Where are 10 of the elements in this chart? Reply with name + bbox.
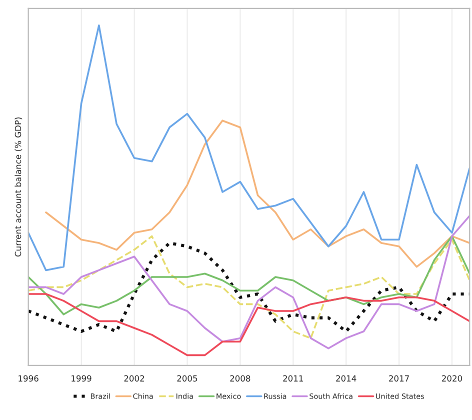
- y-axis-title: Current account balance (% GDP): [14, 118, 22, 257]
- x-tick-label: 1999: [72, 375, 92, 382]
- x-tick-label: 2017: [389, 375, 409, 382]
- x-tick-label: 2020: [442, 375, 462, 382]
- x-tick-label: 2002: [124, 375, 144, 382]
- x-tick-label: 1996: [18, 375, 38, 382]
- x-tick-label: 2005: [177, 375, 198, 382]
- x-tick-label: 2014: [336, 375, 356, 382]
- x-tick-label: 2011: [283, 375, 303, 382]
- x-tick-label: 2008: [230, 375, 250, 382]
